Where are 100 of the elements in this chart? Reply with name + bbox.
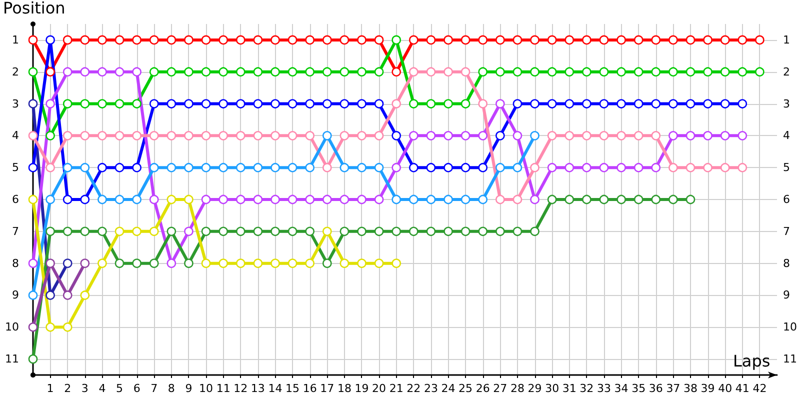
point [409, 226, 418, 236]
point [98, 162, 107, 172]
y-tick-label: 3 [12, 97, 19, 110]
point [114, 194, 124, 204]
point [201, 194, 211, 204]
x-axis-title: Laps [733, 352, 770, 370]
point [738, 131, 748, 140]
point [530, 131, 540, 140]
point [460, 226, 470, 236]
point [305, 131, 314, 140]
point [686, 35, 696, 45]
point [28, 194, 38, 204]
point [374, 194, 384, 204]
point [651, 67, 661, 77]
point [651, 194, 661, 204]
point [668, 194, 678, 204]
point [62, 162, 72, 172]
point [236, 194, 246, 204]
y2-tick-label: 4 [783, 129, 790, 142]
point [28, 67, 38, 77]
point [460, 99, 470, 108]
point [374, 67, 384, 77]
point [149, 226, 159, 236]
point [496, 194, 505, 204]
point [322, 194, 332, 204]
point [460, 35, 470, 45]
point [616, 67, 626, 77]
point [305, 67, 314, 77]
point [305, 258, 314, 268]
point [28, 258, 38, 268]
point [218, 35, 228, 45]
point [392, 194, 401, 204]
point [426, 99, 436, 108]
point [218, 99, 228, 108]
point [28, 35, 38, 45]
point [599, 67, 609, 77]
point [46, 290, 55, 300]
point [755, 67, 764, 77]
point [166, 226, 176, 236]
point [184, 35, 194, 45]
y-tick-label: 2 [12, 65, 19, 78]
point [288, 67, 298, 77]
point [28, 322, 38, 332]
point [236, 226, 246, 236]
point [201, 67, 211, 77]
point [98, 194, 107, 204]
point [460, 194, 470, 204]
point [616, 194, 626, 204]
point [288, 194, 298, 204]
point [374, 226, 384, 236]
point [392, 162, 401, 172]
point [738, 99, 748, 108]
point [149, 194, 159, 204]
point [132, 162, 142, 172]
y-tick-label: 4 [12, 129, 19, 142]
x-tick-label: 28 [510, 382, 524, 395]
y2-tick-label: 11 [783, 352, 798, 366]
point [340, 194, 350, 204]
point [46, 67, 55, 77]
point [288, 162, 298, 172]
point [270, 35, 280, 45]
point [478, 162, 488, 172]
point [184, 131, 194, 140]
point [28, 99, 38, 108]
point [686, 99, 696, 108]
point [357, 162, 366, 172]
point [253, 226, 263, 236]
point [374, 131, 384, 140]
point [114, 99, 124, 108]
point [218, 162, 228, 172]
x-tick-label: 30 [545, 382, 560, 395]
y2-tick-label: 6 [783, 193, 790, 206]
point [322, 99, 332, 108]
point [599, 99, 609, 108]
point [184, 258, 194, 268]
point [149, 99, 159, 108]
point [184, 67, 194, 77]
y2-tick-label: 1 [783, 33, 790, 46]
point [305, 99, 314, 108]
point [460, 162, 470, 172]
point [530, 67, 540, 77]
point [392, 67, 401, 77]
y-tick-label: 6 [12, 193, 19, 206]
point [98, 67, 107, 77]
point [686, 67, 696, 77]
point [651, 35, 661, 45]
y2-tick-label: 10 [783, 320, 798, 334]
point [634, 131, 644, 140]
point [288, 131, 298, 140]
point [478, 194, 488, 204]
point [132, 35, 142, 45]
point [114, 35, 124, 45]
point [184, 194, 194, 204]
x-tick-label: 12 [234, 382, 248, 395]
point [374, 162, 384, 172]
point [564, 194, 574, 204]
point [478, 226, 488, 236]
point [668, 35, 678, 45]
point [149, 131, 159, 140]
point [149, 258, 159, 268]
